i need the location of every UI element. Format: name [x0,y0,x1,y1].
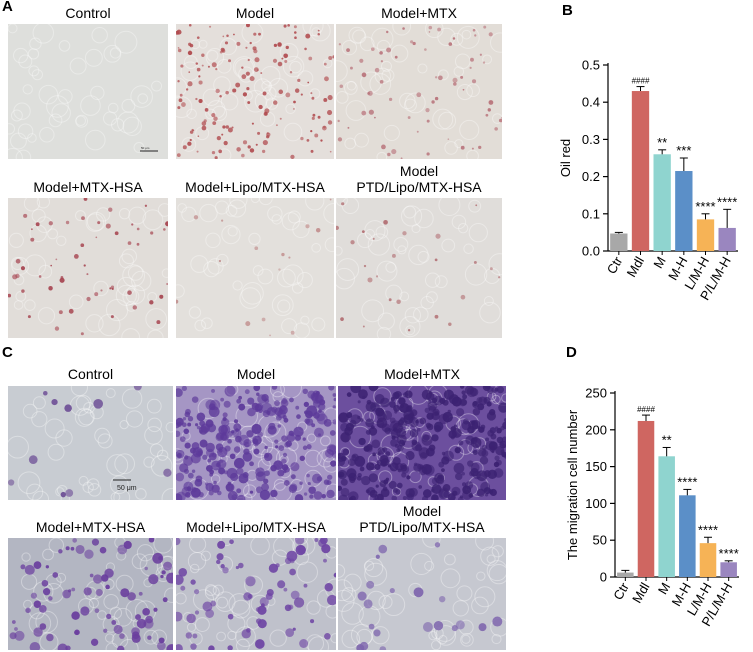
migration-bar-4 [699,543,717,577]
panel-c-label-4: Model+Lipo/MTX-HSA [186,519,326,535]
oil-red-ytick-label: 0.5 [582,58,600,73]
oil-red-bar-2 [653,154,671,251]
panel-a-image-5 [336,198,502,338]
migration-bar-5 [720,562,737,577]
migration-ytick-label: 100 [585,496,607,511]
panel-a-image-3 [8,198,168,338]
migration-bar-1 [637,420,655,577]
oil-red-ytick-label: 0.1 [582,206,600,221]
panel-a-label-1: Model [235,5,275,21]
migration-ytick-label: 50 [593,533,607,548]
oil-red-bar-1 [631,91,650,251]
panel-a-image-1 [176,24,334,159]
panel-c-label-0: Control [67,366,114,382]
migration-bar-chart: The migration cell number 0 50 100 150 200 250… [565,386,739,629]
migration-significance-2: ** [662,432,672,447]
migration-significance-4: **** [698,522,718,537]
migration-xtick-label-2: M [655,580,673,597]
oil-red-ytick-label: 0.3 [582,132,600,147]
oil-red-significance-1: #### [632,77,650,86]
migration-bar-3 [679,495,696,577]
panel-a-label-0: Control [65,5,111,21]
oil-red-bar-5 [718,227,736,251]
migration-ytick-label: 150 [585,459,607,474]
panel-a-image-4 [176,198,334,338]
panel-c-image-2 [338,386,506,500]
oil-red-ylabel: Oil red [558,139,573,177]
panel-a-image-2 [336,24,502,159]
migration-ytick-label: 250 [585,386,607,401]
panel-c-label-2: Model+MTX [384,366,460,382]
migration-significance-5: **** [719,546,739,561]
panel-c-letter: C [2,344,13,361]
migration-ytick-label: 200 [585,422,607,437]
migration-ylabel: The migration cell number [565,409,580,560]
oil-red-bar-chart: Oil red 0.0 0.1 0.2 0.3 0.4 0.5 Ctr #### Mdl ** M **… [558,58,738,303]
panel-a-label-5: Model PTD/Lipo/MTX-HSA [356,163,482,195]
oil-red-bar-0 [610,233,628,251]
oil-red-xtick-label-1: Mdl [624,254,648,280]
panel-c-image-0: 50 μm [8,386,173,500]
oil-red-significance-5: **** [717,194,737,209]
panel-c-image-4 [176,538,336,650]
panel-c-scale-bar-label: 50 μm [117,485,137,492]
oil-red-ytick-label: 0.4 [582,95,600,110]
migration-bar-0 [617,572,634,577]
oil-red-significance-4: **** [695,199,715,214]
oil-red-xtick-label-0: Ctr [604,253,626,276]
panel-b-letter: B [562,2,573,19]
oil-red-xtick-label-2: M [650,254,668,271]
panel-a-letter: A [2,0,13,15]
oil-red-ytick-label: 0.0 [582,244,600,259]
panel-a-scale-bar-label: 50 μm [141,146,150,150]
migration-significance-3: **** [677,474,697,489]
migration-xtick-label-1: Mdl [629,580,653,606]
migration-ytick-label: 0 [600,570,607,585]
panel-c-image-3 [8,538,173,650]
panel-a-label-4: Model+Lipo/MTX-HSA [185,179,325,195]
panel-c-image-5 [338,538,506,650]
panel-d-letter: D [566,344,577,361]
panel-a-label-2: Model+MTX [381,5,457,21]
oil-red-ytick-label: 0.2 [582,169,600,184]
panel-c-image-1 [176,386,336,500]
migration-significance-1: #### [637,405,655,414]
panel-c-label-5: Model PTD/Lipo/MTX-HSA [359,503,485,535]
panel-c-label-3: Model+MTX-HSA [35,519,146,535]
panel-c-label-1: Model [236,366,276,382]
oil-red-bar-3 [675,171,693,251]
migration-bar-2 [658,456,675,577]
oil-red-significance-3: *** [676,143,691,158]
panel-a-image-0: 50 μm [8,24,168,159]
panel-a-label-3: Model+MTX-HSA [33,179,143,195]
oil-red-significance-2: ** [657,135,667,150]
oil-red-bar-4 [696,219,715,251]
